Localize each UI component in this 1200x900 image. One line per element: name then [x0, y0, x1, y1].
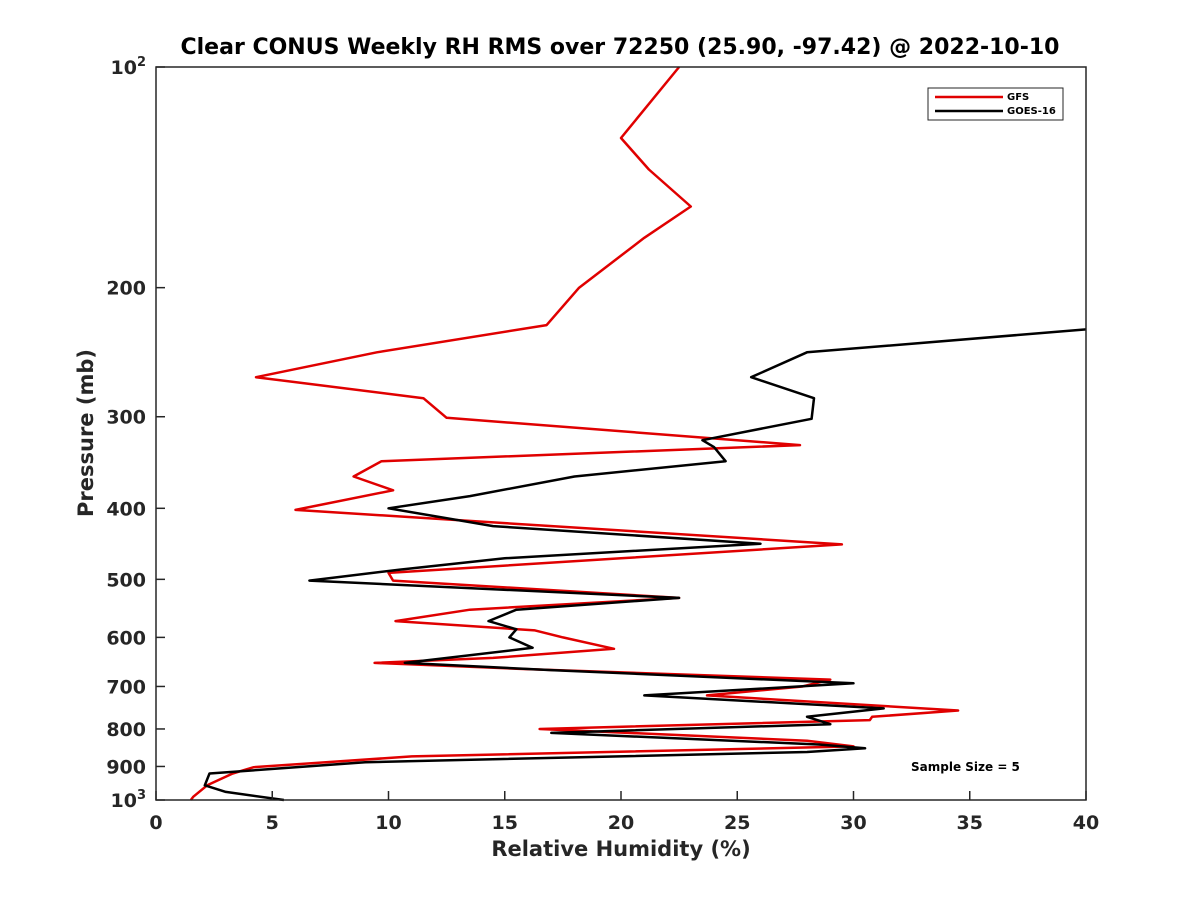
series-line-gfs: [189, 66, 960, 801]
y-tick-label: 200: [106, 278, 146, 300]
x-tick-label: 40: [1073, 812, 1099, 834]
series-line-goes16: [203, 328, 1087, 802]
y-axis: 102 200 300 400 500 600 700 800 900 103: [106, 55, 165, 812]
x-tick-label: 30: [840, 812, 866, 834]
y-tick-label: 400: [106, 498, 146, 520]
y-tick-label: 900: [106, 756, 146, 778]
y-tick-label: 300: [106, 407, 146, 429]
chart-title: Clear CONUS Weekly RH RMS over 72250 (25…: [181, 35, 1060, 60]
x-tick-label: 10: [375, 812, 401, 834]
y-tick-label: 800: [106, 719, 146, 741]
x-tick-label: 20: [608, 812, 634, 834]
legend: GFS GOES-16: [927, 87, 1064, 121]
plot-frame: [155, 66, 1087, 801]
y-tick-label: 600: [106, 627, 146, 649]
x-tick-label: 25: [724, 812, 750, 834]
x-tick-label: 5: [266, 812, 279, 834]
y-tick-label: 103: [111, 788, 147, 812]
x-axis: 0 5 10 15 20 25 30 35 40: [149, 791, 1099, 834]
y-tick-label: 102: [111, 55, 147, 79]
legend-label-gfs: GFS: [1007, 92, 1029, 103]
x-tick-label: 0: [149, 812, 162, 834]
y-tick-label: 700: [106, 676, 146, 698]
legend-label-goes16: GOES-16: [1007, 106, 1056, 117]
sample-size-annotation: Sample Size = 5: [911, 760, 1020, 774]
legend-box: [927, 87, 1064, 121]
y-tick-label: 500: [106, 569, 146, 591]
x-tick-label: 15: [492, 812, 518, 834]
y-axis-label: Pressure (mb): [74, 349, 98, 517]
x-axis-label: Relative Humidity (%): [491, 837, 750, 861]
series-layer: [189, 66, 1087, 802]
x-tick-label: 35: [957, 812, 983, 834]
